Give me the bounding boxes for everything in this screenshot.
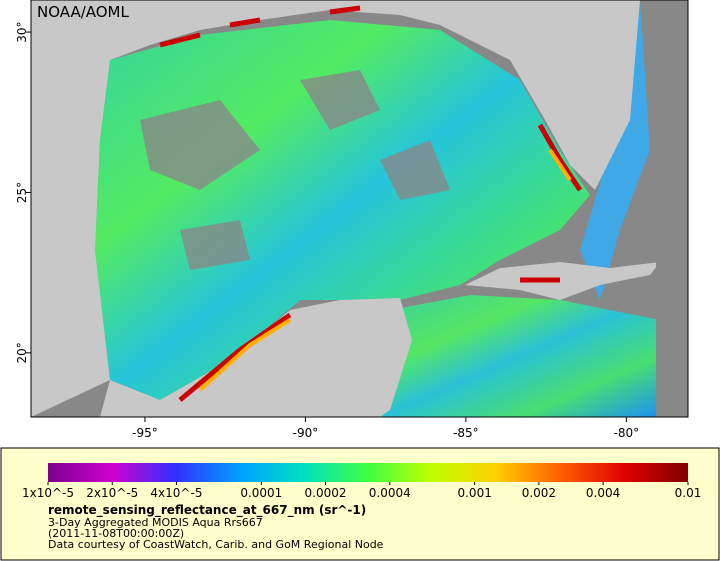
x-tick-label: -95°	[132, 426, 158, 440]
y-tick-label: 20°	[15, 342, 29, 363]
colorbar-tick-label: 0.002	[522, 486, 556, 500]
colorbar-tick-label: 0.01	[675, 486, 702, 500]
watermark: NOAA/AOML	[37, 3, 130, 21]
land-cuba	[465, 262, 660, 300]
x-tick-label: -85°	[453, 426, 479, 440]
legend-line: 3-Day Aggregated MODIS Aqua Rrs667	[48, 516, 263, 529]
colorbar-tick-label: 0.001	[457, 486, 491, 500]
colorbar	[48, 463, 688, 482]
colorbar-tick-label: 0.0004	[369, 486, 411, 500]
colorbar-tick-label: 4x10^-5	[150, 486, 202, 500]
map-area	[31, 0, 688, 417]
caribbean-data	[380, 295, 660, 417]
legend-title: remote_sensing_reflectance_at_667_nm (sr…	[48, 503, 366, 518]
map-frame	[30, 0, 689, 418]
no-data-patches	[140, 70, 450, 270]
coastal-mid-values	[198, 148, 572, 392]
x-tick-label: -80°	[614, 426, 640, 440]
colorbar-tick-label: 1x10^-5	[22, 486, 74, 500]
land-north-west	[31, 0, 688, 417]
colorbar-tick-label: 2x10^-5	[86, 486, 138, 500]
colorbar-tick-label: 0.004	[586, 486, 620, 500]
colorbar-tick-label: 0.0001	[240, 486, 282, 500]
legend-line: Data courtesy of CoastWatch, Carib. and …	[48, 538, 384, 551]
y-tick-label: 30°	[15, 21, 29, 42]
legend-line: (2011-11-08T00:00:00Z)	[48, 527, 184, 540]
no-data-east	[656, 0, 688, 417]
x-tick-label: -90°	[293, 426, 319, 440]
coastal-high-values	[159, 5, 583, 402]
colorbar-tick-label: 0.0002	[305, 486, 347, 500]
y-tick-label: 25°	[15, 182, 29, 203]
land-yucatan	[100, 298, 412, 417]
